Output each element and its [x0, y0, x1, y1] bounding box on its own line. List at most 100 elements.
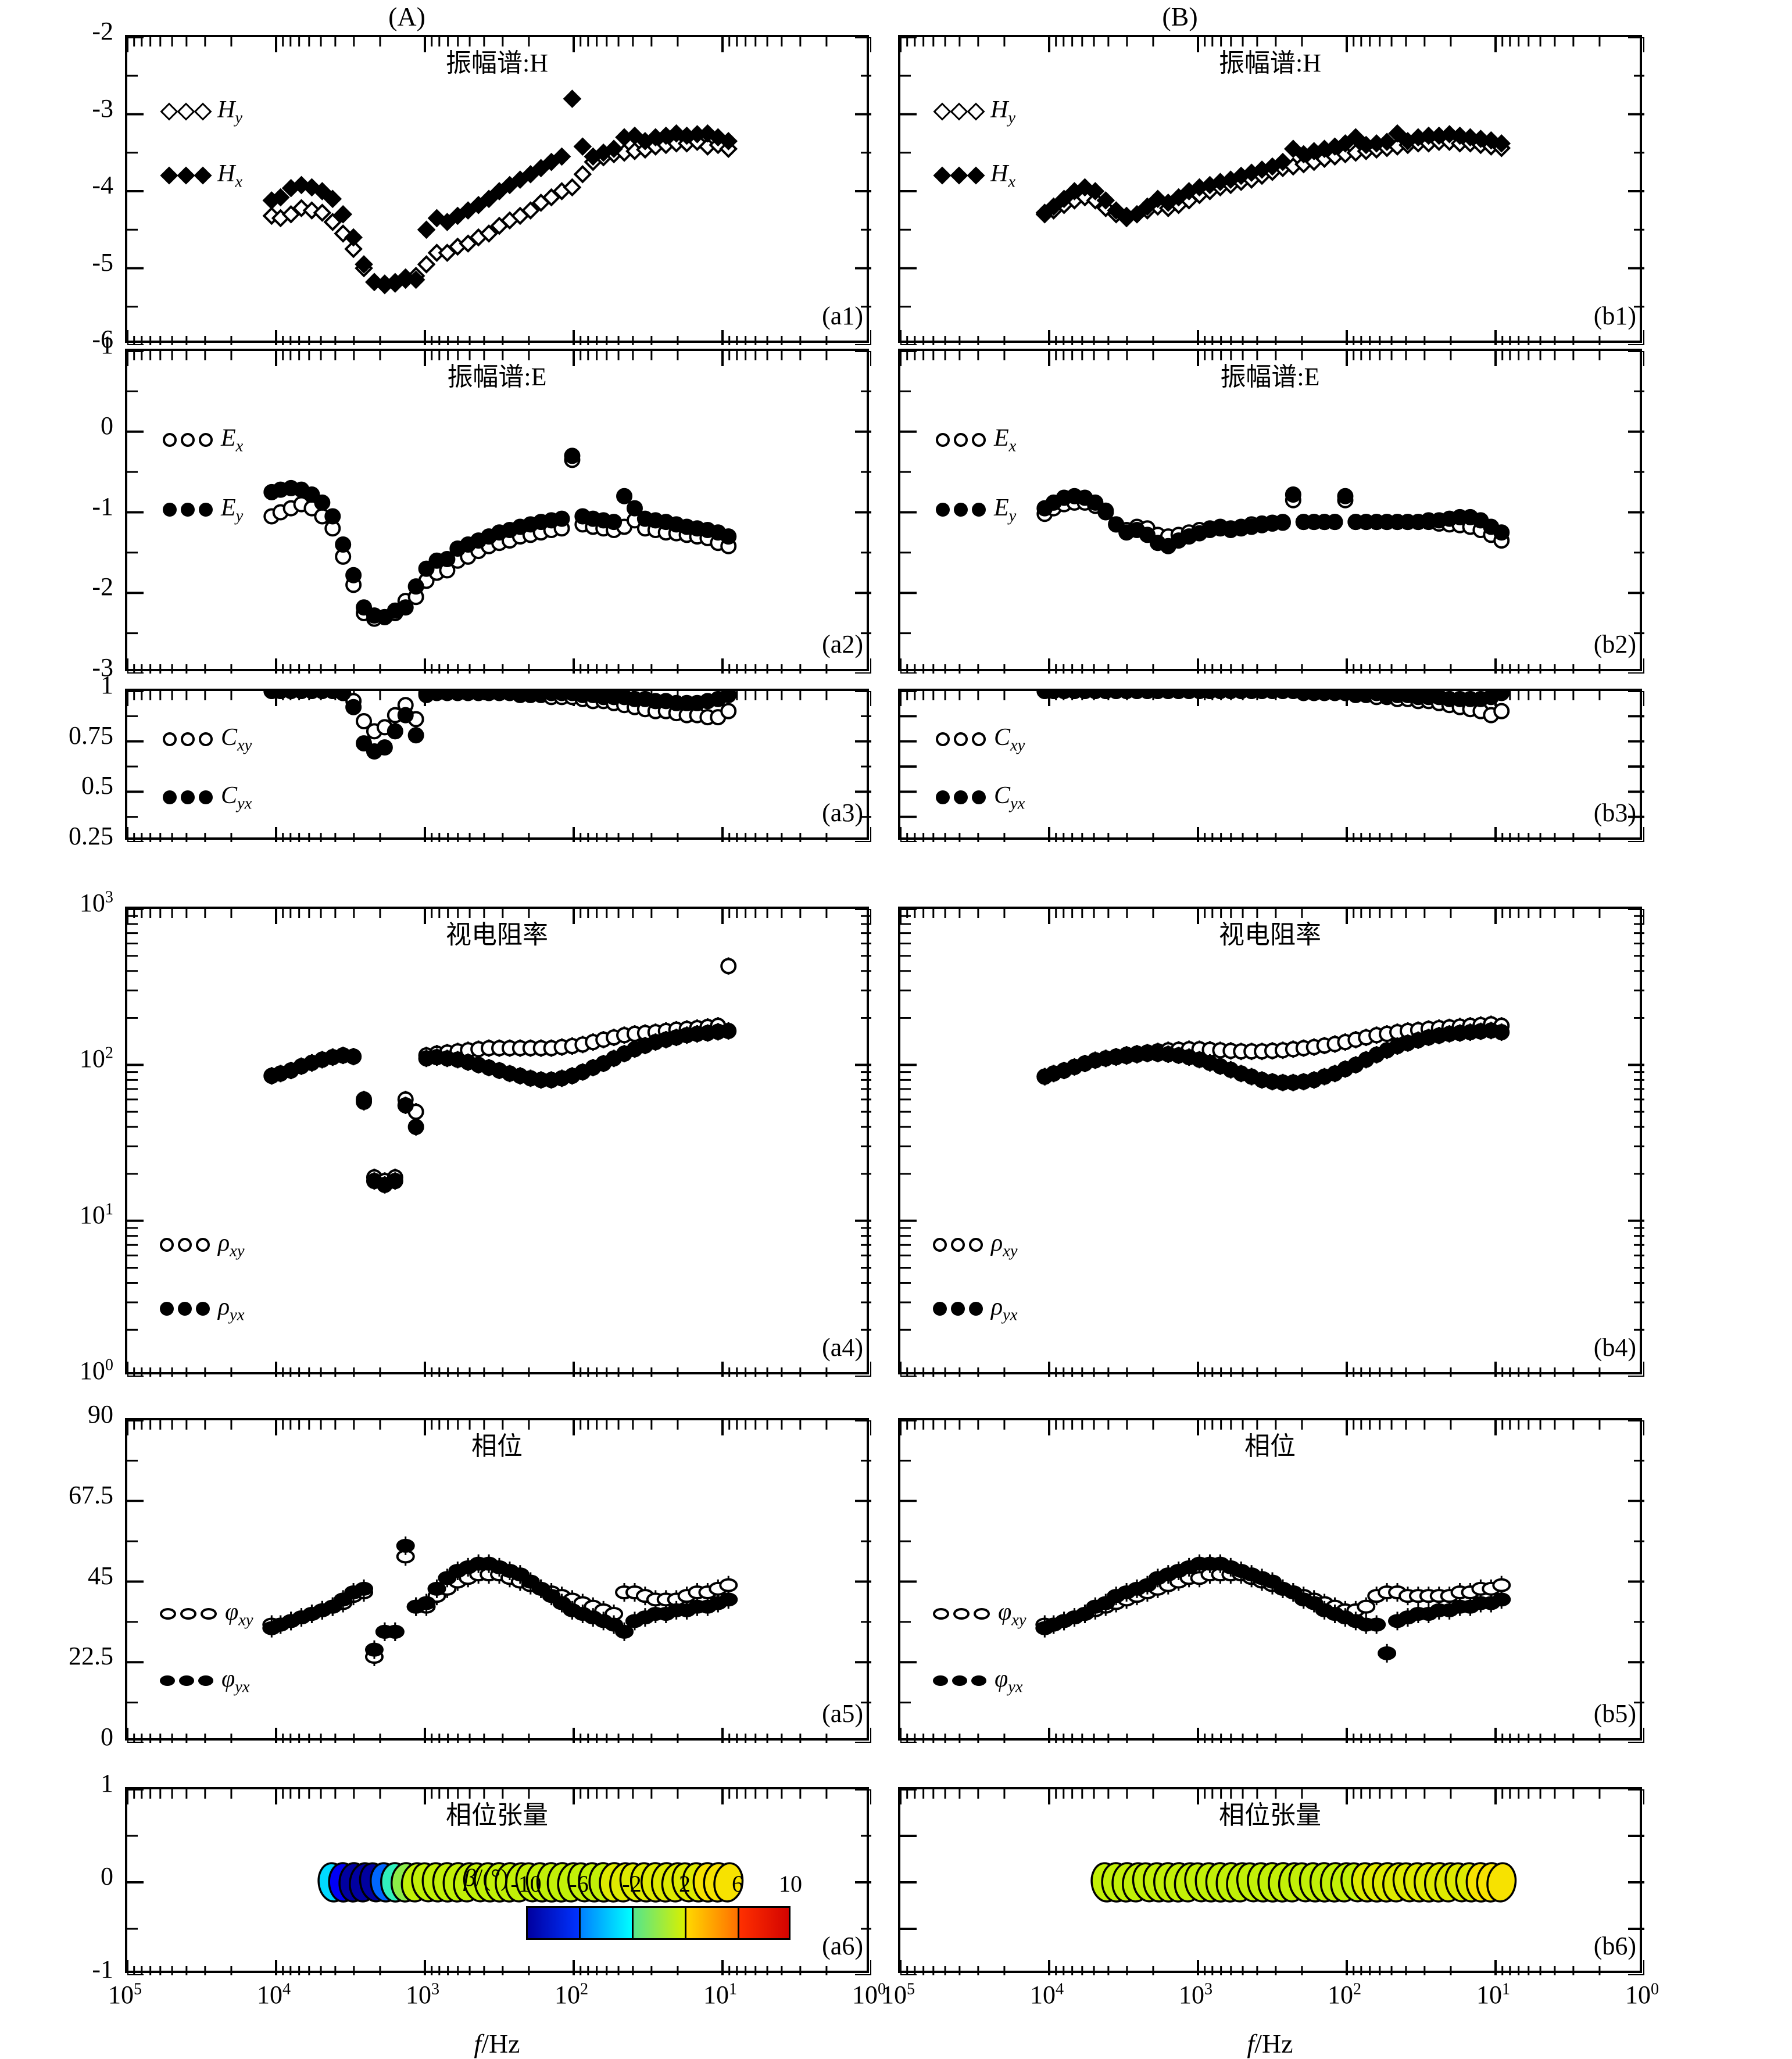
legend-marker-diamond-filled	[177, 166, 195, 185]
x-tick-label-b6-5: 105	[881, 1980, 915, 2009]
y-tick-label-a5-4: 0	[101, 1723, 113, 1751]
legend-marker-diamond-open	[950, 102, 968, 121]
legend-marker-circle-open	[954, 433, 968, 447]
panel-title-a6: 相位张量	[446, 1801, 548, 1829]
x-ticks-a6	[127, 1789, 871, 1975]
plot-canvas-b5	[900, 1420, 1644, 1743]
legend-a2-Ex: Ex	[163, 424, 243, 456]
colorbar-segment-1	[581, 1908, 634, 1938]
legend-marker-circle-filled	[936, 790, 950, 805]
legend-markers-diamond-filled	[933, 166, 985, 185]
legend-markers-circle-open	[933, 1238, 983, 1252]
colorbar-tick-label-3: 2	[679, 1871, 691, 1897]
x-ticks-b3	[900, 691, 1644, 842]
x-ticks-a2	[127, 351, 871, 674]
y-tick-label-a6-2: -1	[92, 1955, 113, 1983]
legend-marker-ellipse-filled	[952, 1675, 967, 1686]
panel-a3	[125, 689, 871, 842]
y-tick-label-a1-4: -6	[92, 325, 113, 353]
series-rho_yx	[263, 1022, 737, 1194]
panel-tag-b2: (b2)	[1593, 630, 1636, 658]
legend-marker-circle-filled	[199, 790, 213, 805]
panel-b6	[898, 1787, 1644, 1975]
legend-marker-circle-open	[199, 433, 213, 447]
panel-tag-b6: (b6)	[1593, 1932, 1636, 1960]
legend-marker-diamond-open	[933, 102, 952, 121]
legend-a1-Hy: Hy	[160, 96, 242, 127]
legend-marker-circle-open	[972, 732, 986, 747]
x-tick-label-b6-0: 100	[1625, 1980, 1659, 2009]
series-Cyx	[1036, 691, 1510, 707]
legend-markers-ellipse-filled	[933, 1675, 986, 1686]
y-tick-label-a3-1: 0.75	[69, 721, 113, 750]
colorbar	[526, 1906, 791, 1940]
y-tick-label-a3-3: 0.25	[69, 822, 113, 850]
legend-marker-ellipse-open	[974, 1608, 990, 1620]
panel-title-b1: 振幅谱:H	[1219, 49, 1321, 77]
colorbar-segment-3	[686, 1908, 739, 1938]
series-Hx	[262, 89, 738, 293]
y-ticks-b4	[900, 909, 1644, 1377]
legend-marker-circle-filled	[178, 1302, 192, 1316]
legend-label-Cxy: Cxy	[221, 724, 252, 755]
x-ticks-b1	[900, 37, 1644, 345]
y-tick-label-a5-2: 45	[88, 1561, 113, 1590]
panel-title-b5: 相位	[1244, 1432, 1296, 1460]
legend-marker-circle-filled	[936, 503, 950, 517]
x-tick-label-a6-4: 104	[256, 1980, 291, 2009]
legend-markers-circle-filled	[933, 1302, 983, 1316]
legend-markers-circle-filled	[160, 1302, 210, 1316]
legend-b3-Cxy: Cxy	[936, 724, 1025, 755]
legend-marker-diamond-filled	[967, 166, 985, 185]
series-Ey	[1036, 486, 1510, 554]
plot-canvas-b1	[900, 37, 1644, 345]
legend-marker-circle-open	[969, 1238, 983, 1252]
y-tick-label-a1-2: -4	[92, 171, 113, 199]
panel-tag-b5: (b5)	[1593, 1699, 1636, 1728]
legend-b4-ρxy: ρxy	[933, 1229, 1018, 1261]
y-ticks-a3	[127, 691, 871, 842]
panel-tag-b1: (b1)	[1593, 302, 1636, 330]
y-ticks-a1	[127, 37, 871, 345]
legend-marker-diamond-filled	[160, 166, 178, 185]
legend-markers-circle-open	[936, 433, 986, 447]
y-tick-label-a5-0: 90	[88, 1400, 113, 1428]
legend-a5-φxy: φxy	[160, 1598, 253, 1630]
legend-label-Ex: Ex	[994, 425, 1017, 456]
y-ticks-a4	[127, 909, 871, 1377]
panel-a4	[125, 907, 871, 1377]
legend-marker-circle-open	[160, 1238, 174, 1252]
panel-title-a5: 相位	[471, 1432, 523, 1460]
legend-label-Ey: Ey	[994, 495, 1017, 525]
plot-canvas-a1	[127, 37, 871, 345]
x-axis-title-a6: f/Hz	[474, 2029, 520, 2058]
legend-b2-Ex: Ex	[936, 424, 1016, 456]
legend-marker-circle-open	[951, 1238, 965, 1252]
legend-marker-circle-filled	[163, 503, 177, 517]
y-tick-label-a2-3: -2	[92, 572, 113, 601]
x-ticks-a1	[127, 37, 871, 345]
colorbar-segment-0	[528, 1908, 581, 1938]
y-ticks-b5	[900, 1420, 1644, 1743]
y-tick-label-a1-3: -5	[92, 248, 113, 277]
legend-marker-circle-open	[933, 1238, 947, 1252]
legend-marker-circle-open	[181, 732, 195, 747]
column-header-A: (A)	[388, 2, 425, 31]
legend-markers-circle-filled	[936, 503, 986, 517]
legend-marker-circle-filled	[160, 1302, 174, 1316]
y-tick-label-a3-2: 0.5	[81, 771, 113, 800]
legend-markers-diamond-filled	[160, 166, 212, 185]
x-tick-label-b6-3: 103	[1178, 1980, 1213, 2009]
x-ticks-b6	[900, 1789, 1644, 1975]
legend-a1-Hx: Hx	[160, 160, 243, 191]
legend-label-ρyx: ρyx	[218, 1294, 245, 1324]
legend-marker-diamond-open	[177, 102, 195, 121]
legend-marker-ellipse-open	[180, 1608, 196, 1620]
panel-tag-a5: (a5)	[822, 1699, 863, 1728]
legend-markers-ellipse-filled	[160, 1675, 213, 1686]
y-tick-label-a5-3: 22.5	[69, 1642, 113, 1671]
legend-label-Hx: Hx	[217, 160, 243, 191]
legend-b4-ρyx: ρyx	[933, 1293, 1018, 1324]
panel-a6	[125, 1787, 871, 1975]
legend-label-φyx: φyx	[995, 1666, 1023, 1696]
